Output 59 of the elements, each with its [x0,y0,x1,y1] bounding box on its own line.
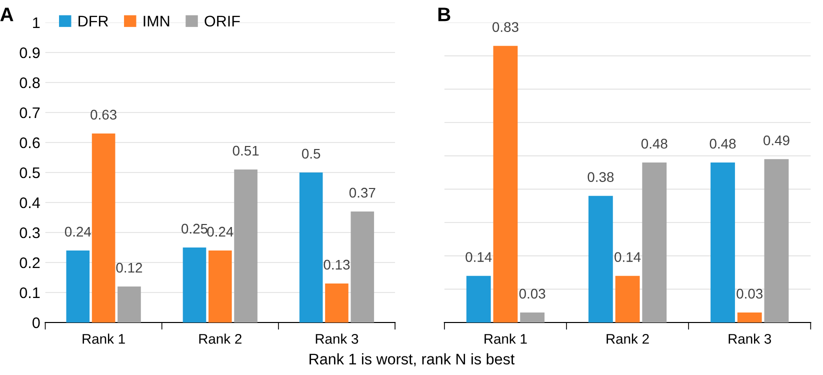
bar [325,284,348,322]
bar [182,248,206,322]
x-tick-label: Rank 3 [728,334,772,344]
data-label: 0.63 [90,110,116,120]
bar [466,276,491,322]
bar [493,46,518,322]
x-tick-label: Rank 3 [316,334,358,344]
y-tick-label: 0.5 [20,167,40,178]
data-label: 0.49 [764,135,790,146]
data-label: 0.25 [182,224,208,234]
data-label: 0.37 [349,188,376,198]
bar [737,312,762,322]
bar [299,172,323,322]
data-label: 0.14 [466,252,492,262]
chart-title: B [438,8,450,22]
y-tick-label: 0.2 [20,257,40,268]
data-label: 0.13 [324,260,350,270]
y-tick-label: 0.9 [20,47,40,58]
y-tick-label: 0.6 [20,137,40,148]
legend-label: ORIF [204,16,240,27]
data-label: 0.03 [736,288,763,299]
data-label: 0.83 [492,22,518,32]
bar [118,286,141,322]
data-label: 0.03 [519,288,546,299]
legend-label: IMN [144,16,170,26]
bar [588,196,613,322]
text: Rank 1 is worst, rank N is best [310,353,515,366]
bar [208,250,232,322]
y-tick-label: 0.8 [20,77,40,88]
y-tick-label: 0 [32,317,40,328]
data-label: 0.51 [232,146,259,156]
x-tick-label: Rank 1 [82,334,125,344]
data-label: 0.38 [588,172,614,182]
y-tick-label: 0.7 [20,107,40,118]
data-label: 0.48 [710,138,736,149]
x-tick-label: Rank 1 [484,334,527,344]
bar [234,170,258,322]
bar [350,212,374,322]
data-label: 0.48 [641,138,668,149]
bar [92,134,116,322]
y-tick-label: 0.3 [20,227,40,238]
bar [520,312,545,322]
x-tick-label: Rank 2 [606,334,649,344]
data-label: 0.12 [116,262,142,273]
bar [66,250,90,322]
bar [615,276,640,322]
y-tick-label: 1 [33,18,40,28]
data-label: 0.24 [64,226,92,237]
data-label: 0.24 [207,226,234,237]
bar [642,162,667,322]
legend-label: DFR [78,16,108,26]
y-tick-label: 0.1 [20,287,40,298]
bar [764,159,789,322]
y-tick-label: 0.4 [20,197,40,208]
data-label: 0.14 [614,252,641,262]
x-tick-label: Rank 2 [199,334,242,344]
chart-title: A [0,8,14,22]
bar [710,162,735,322]
data-label: 0.5 [302,148,320,159]
